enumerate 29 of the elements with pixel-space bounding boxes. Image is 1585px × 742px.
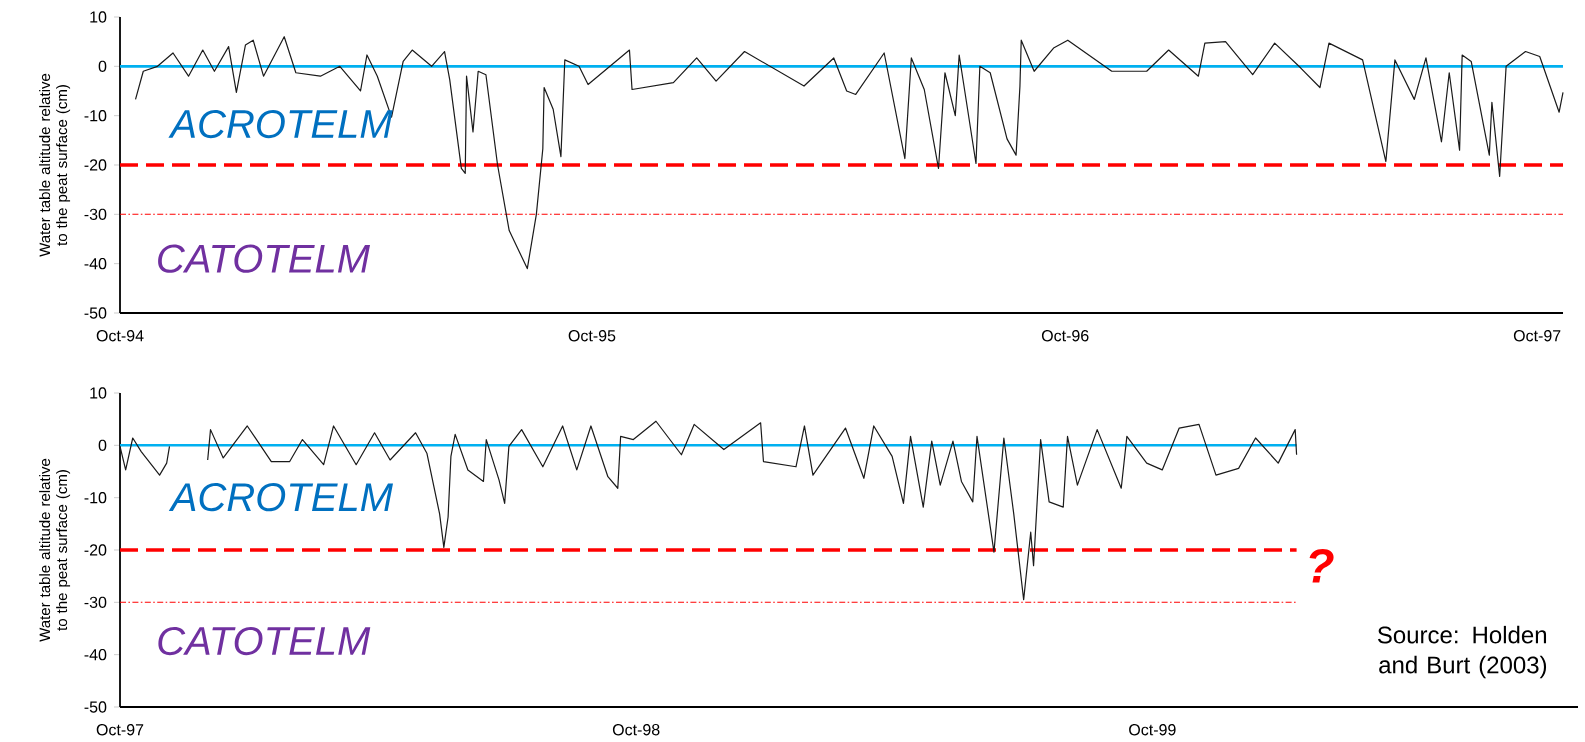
y-axis-title: Water table altitude relative to the peat surface (cm) [39,73,71,257]
y-tick-label: 0 [98,439,107,451]
x-tick-label: Oct-99 [1129,724,1176,736]
annotation: ACROTELM [168,109,393,139]
x-tick-label: Oct-98 [612,724,660,736]
annotation: ? [1309,548,1334,583]
x-tick-label: Oct-97 [96,724,144,736]
y-tick-label: -20 [84,159,107,171]
x-tick-label: Oct-95 [568,330,616,342]
y-tick-label: -10 [84,109,107,122]
annotation: ACROTELM [168,482,393,512]
y-tick-label: -40 [84,257,107,270]
y-tick-label: 10 [90,11,107,23]
y-tick-label: -30 [84,596,107,608]
y-tick-label: 0 [98,60,107,72]
y-tick-label: -20 [84,544,107,556]
y-tick-label: -50 [84,307,107,319]
y-tick-label: -40 [84,648,107,661]
x-tick-label: Oct-94 [96,330,144,342]
x-tick-label: Oct-96 [1041,330,1089,342]
annotation: CATOTELM [158,244,371,273]
y-tick-label: -10 [84,491,107,504]
annotation: Source: Holden and Burt (2003) [1377,625,1547,679]
y-tick-label: 10 [90,387,107,399]
y-axis-title: Water table altitude relative to the peat surface (cm) [39,458,71,642]
x-tick-label: Oct-97 [1513,330,1561,342]
y-tick-label: -50 [84,701,107,713]
y-tick-label: -30 [84,208,107,220]
annotation: CATOTELM [158,626,371,656]
